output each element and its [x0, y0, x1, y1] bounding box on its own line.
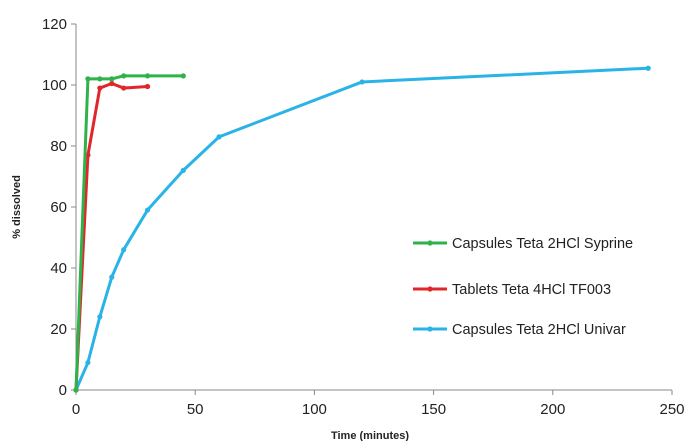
series-2 [73, 65, 651, 393]
legend-marker [427, 286, 433, 292]
legend-label: Capsules Teta 2HCl Syprine [452, 236, 633, 252]
y-tick-label: 80 [50, 138, 67, 155]
x-axis-label: Time (minutes) [331, 430, 409, 441]
legend: Capsules Teta 2HCl Syprine Tablets Teta 4… [413, 236, 633, 338]
legend-label: Capsules Teta 2HCl Univar [452, 322, 626, 338]
x-axis-ticks: 0 50 100 150 200 250 [72, 390, 685, 418]
legend-item: Capsules Teta 2HCl Syprine [413, 236, 633, 252]
data-point [85, 359, 91, 366]
y-tick-label: 40 [50, 260, 67, 277]
y-tick-label: 100 [42, 77, 67, 94]
y-axis-ticks: 0 20 40 60 80 100 120 [42, 16, 76, 399]
data-point [180, 167, 186, 173]
x-tick-label: 250 [659, 401, 684, 418]
data-point [85, 76, 91, 82]
data-point [144, 207, 151, 213]
x-tick-label: 50 [187, 401, 204, 418]
data-point [645, 65, 651, 71]
data-point [109, 76, 115, 82]
data-point [97, 314, 103, 320]
data-point [97, 76, 103, 82]
data-point [85, 152, 91, 158]
data-point [73, 387, 79, 393]
legend-marker [427, 326, 433, 332]
legend-item: Tablets Teta 4HCl TF003 [413, 282, 611, 298]
data-point [121, 85, 127, 91]
data-point [97, 85, 103, 91]
x-tick-label: 100 [302, 401, 327, 418]
x-tick-label: 200 [540, 401, 565, 418]
y-tick-label: 0 [59, 382, 67, 399]
data-point [216, 134, 222, 140]
data-point [109, 80, 115, 87]
series-line [74, 81, 148, 391]
data-point [109, 274, 115, 280]
series-0 [73, 73, 186, 393]
data-point [121, 247, 127, 253]
series-line [74, 66, 649, 391]
data-point [359, 79, 365, 85]
legend-marker [427, 240, 433, 246]
legend-item: Capsules Teta 2HCl Univar [413, 322, 626, 338]
legend-label: Tablets Teta 4HCl TF003 [452, 282, 611, 298]
y-tick-label: 20 [50, 321, 67, 338]
x-tick-label: 0 [72, 401, 80, 418]
data-point [144, 83, 151, 90]
data-point [180, 73, 186, 79]
data-point [121, 73, 127, 79]
x-tick-label: 150 [421, 401, 446, 418]
y-axis-label: % dissolved [11, 175, 23, 239]
data-point [144, 73, 151, 79]
y-tick-label: 120 [42, 16, 67, 33]
series-layer [73, 65, 651, 393]
y-tick-label: 60 [50, 199, 67, 216]
